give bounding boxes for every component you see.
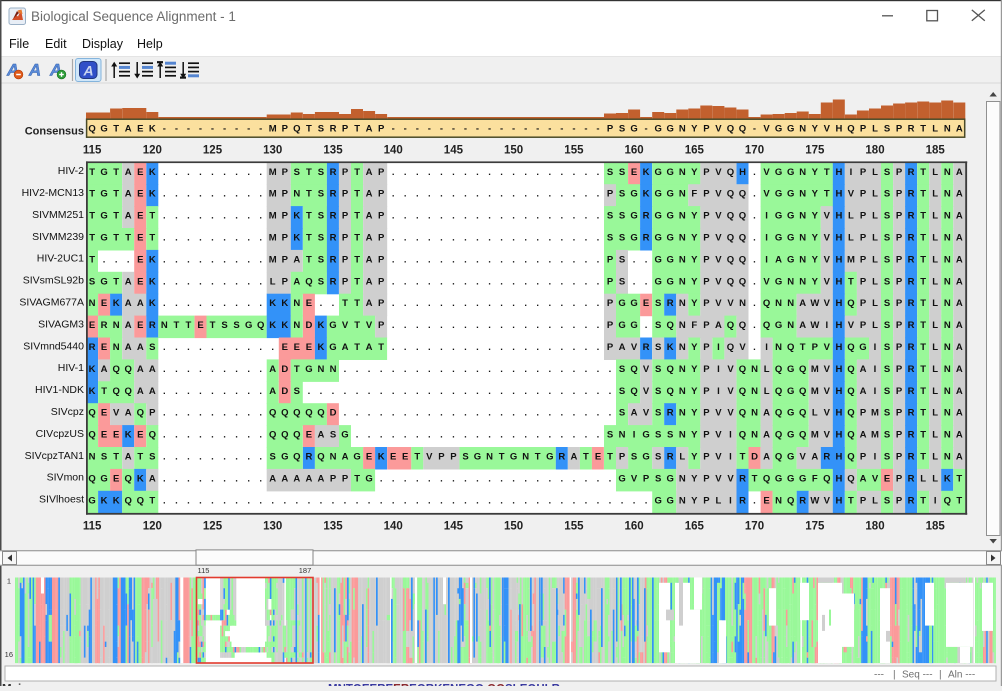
svg-text:|: | (893, 670, 896, 681)
svg-text:Seq ---: Seq --- (902, 670, 933, 681)
svg-text:125: 125 (203, 521, 223, 533)
svg-text:SIVmon: SIVmon (47, 472, 85, 484)
svg-text:Consensus: Consensus (25, 126, 84, 138)
svg-text:TGTTET.........MPKTSRPTAP.....: TGTTET.........MPKTSRPTAP...............… (89, 233, 963, 244)
svg-text:120: 120 (143, 521, 162, 533)
svg-text:HIV-1: HIV-1 (58, 362, 84, 374)
svg-text:QEEKEQ.........QQQEASG........: QEEKEQ.........QQQEASG..................… (88, 430, 962, 441)
svg-text:155: 155 (564, 145, 584, 157)
svg-text:CIVcpzUS: CIVcpzUS (36, 428, 84, 440)
svg-text:SGTAEK.........LPAQSRPTAP.....: SGTAEK.........LPAQSRPTAP...............… (89, 276, 963, 287)
svg-text:SIVcpz: SIVcpz (51, 406, 84, 418)
svg-text:SIVAGM677A: SIVAGM677A (19, 297, 84, 309)
svg-text:170: 170 (745, 521, 764, 533)
svg-text:HIV2-MCN13: HIV2-MCN13 (22, 187, 85, 199)
svg-text:175: 175 (805, 145, 825, 157)
svg-text:NSTATS.........SGQRQNAGEKEETVP: NSTATS.........SGQRQNAGEKEETVPPSGNTGNTGR… (89, 452, 963, 463)
svg-text:180: 180 (865, 521, 884, 533)
svg-text:SIVMM239: SIVMM239 (32, 231, 84, 243)
svg-text:TGTAEK.........MPNTSRPTAP.....: TGTAEK.........MPNTSRPTAP...............… (89, 189, 963, 200)
svg-text:KAQQAA.........ADTGNN.........: KAQQAA.........ADTGNN...................… (89, 364, 963, 375)
svg-text:QEVAQP.........QQQQQD.........: QEVAQP.........QQQQQD...................… (88, 408, 962, 419)
svg-text:QGEQKA.........AAAAAPPTG......: QGEQKA.........AAAAAPPTG................… (88, 473, 962, 484)
svg-text:TGTAET.........MPKTSRPTAP.....: TGTAET.........MPKTSRPTAP...............… (89, 211, 963, 222)
svg-text:---: --- (874, 670, 884, 681)
svg-text:175: 175 (805, 521, 825, 533)
svg-text:HIV-2: HIV-2 (58, 165, 84, 177)
svg-text:130: 130 (263, 145, 282, 157)
svg-text:Help: Help (137, 37, 163, 51)
svg-text:1: 1 (7, 577, 11, 586)
svg-text:165: 165 (685, 145, 705, 157)
svg-text:16: 16 (5, 650, 13, 659)
svg-text:150: 150 (504, 145, 523, 157)
svg-text:155: 155 (564, 521, 584, 533)
svg-text:115: 115 (83, 521, 102, 533)
svg-text:SIVlhoest: SIVlhoest (39, 494, 84, 506)
svg-text:Display: Display (82, 37, 124, 51)
svg-text:185: 185 (926, 521, 946, 533)
svg-text:A: A (82, 63, 93, 79)
svg-text:ERNAERNTTETSSGQKKNDKGVTVP.....: ERNAERNTTETSSGQKKNDKGVTVP...............… (89, 320, 963, 331)
svg-text:SIVsmSL92b: SIVsmSL92b (23, 275, 84, 287)
svg-text:HIV1-NDK: HIV1-NDK (35, 384, 84, 396)
svg-text:File: File (9, 37, 29, 51)
svg-text:115: 115 (83, 145, 102, 157)
svg-text:187: 187 (299, 566, 312, 575)
svg-text:NEKAAK.........KKNE..TTAP.....: NEKAAK.........KKNE..TTAP...............… (89, 298, 963, 309)
svg-text:SIVMM251: SIVMM251 (32, 209, 84, 221)
svg-text:145: 145 (444, 521, 464, 533)
svg-text:120: 120 (143, 145, 162, 157)
svg-text:125: 125 (203, 145, 223, 157)
svg-text:160: 160 (625, 145, 644, 157)
svg-text:150: 150 (504, 521, 523, 533)
svg-text:SIVcpzTAN1: SIVcpzTAN1 (25, 450, 84, 462)
svg-text:GKKQQT........................: GKKQQT..................................… (88, 495, 962, 506)
svg-text:Biological Sequence Alignment: Biological Sequence Alignment - 1 (31, 9, 236, 24)
svg-text:Aln ---: Aln --- (948, 670, 975, 681)
svg-text:140: 140 (384, 145, 403, 157)
svg-text:SIVmnd5440: SIVmnd5440 (23, 340, 84, 352)
svg-text:165: 165 (685, 521, 705, 533)
svg-text:180: 180 (865, 145, 884, 157)
svg-text:140: 140 (384, 521, 403, 533)
svg-text:135: 135 (323, 521, 343, 533)
svg-text:|: | (939, 670, 942, 681)
svg-text:RENAAS..........EEEKGATAT.....: RENAAS..........EEEKGATAT...............… (89, 342, 963, 353)
svg-text:135: 135 (323, 145, 343, 157)
svg-text:145: 145 (444, 145, 464, 157)
svg-text:SIVAGM3: SIVAGM3 (38, 318, 84, 330)
svg-text:KTQQAA.........ADS............: KTQQAA.........ADS......................… (89, 386, 963, 397)
svg-text:T...EK.........MPATSRPTAP.....: T...EK.........MPATSRPTAP...............… (89, 254, 963, 265)
svg-text:115: 115 (198, 566, 210, 575)
svg-text:A: A (28, 61, 41, 80)
svg-text:130: 130 (263, 521, 282, 533)
svg-text:170: 170 (745, 145, 764, 157)
svg-text:Edit: Edit (45, 37, 67, 51)
svg-text:QGTAEK---------MPQTSRPTAP-----: QGTAEK---------MPQTSRPTAP---------------… (88, 124, 962, 135)
svg-text:160: 160 (625, 521, 644, 533)
svg-text:TGTAEK.........MPSTSRPTAP.....: TGTAEK.........MPSTSRPTAP...............… (89, 167, 963, 178)
svg-text:185: 185 (926, 145, 946, 157)
svg-text:HIV-2UC1: HIV-2UC1 (37, 253, 84, 265)
